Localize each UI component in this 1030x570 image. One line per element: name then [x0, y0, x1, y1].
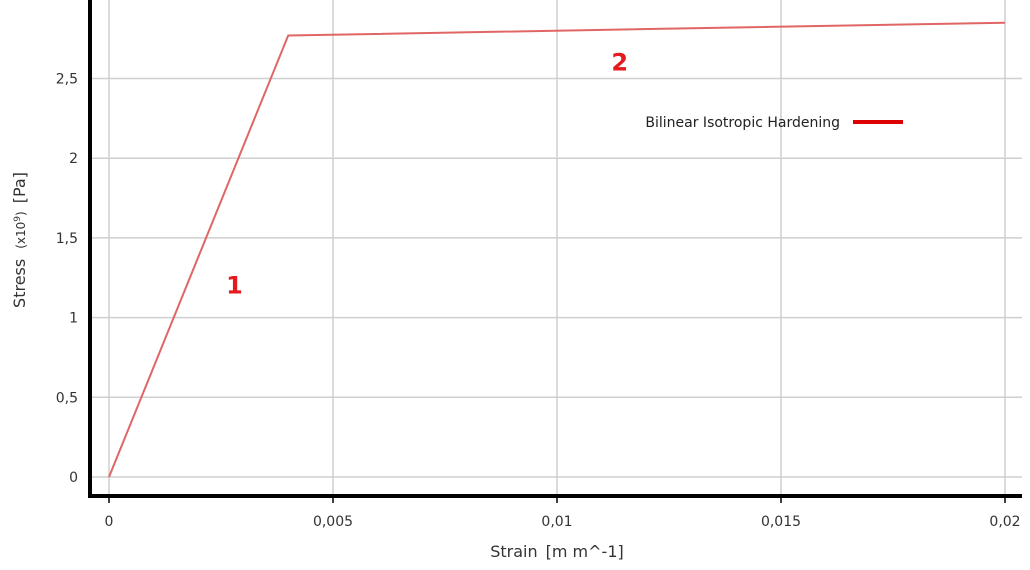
y-axis-multiplier-close: ): [14, 211, 28, 216]
y-axis-label: Stress: [10, 259, 29, 308]
y-tick-label: 1,5: [56, 231, 78, 247]
legend: Bilinear Isotropic Hardening: [645, 115, 903, 131]
axes: [88, 0, 1022, 498]
region-label: 2: [611, 49, 628, 77]
y-axis-title: Stress (x109) [Pa]: [10, 172, 29, 308]
annotations: 12: [226, 49, 628, 300]
y-tick-labels: 0 0,5 1 1,5 2 2,5: [56, 72, 78, 487]
y-axis-multiplier: (x10: [14, 222, 28, 249]
x-tick-label: 0,005: [313, 514, 353, 530]
grid: [92, 0, 1022, 503]
x-tick-labels: 0 0,005 0,01 0,015 0,02: [105, 514, 1021, 530]
y-tick-label: 0: [69, 470, 78, 486]
x-axis-title: Strain [m m^-1]: [490, 542, 624, 561]
x-axis-unit: [m m^-1]: [546, 542, 624, 561]
y-tick-label: 2,5: [56, 72, 78, 88]
legend-label: Bilinear Isotropic Hardening: [645, 115, 840, 131]
y-tick-label: 2: [69, 151, 78, 167]
x-tick-label: 0: [105, 514, 114, 530]
y-tick-label: 0,5: [56, 390, 78, 406]
region-label: 1: [226, 272, 243, 300]
x-tick-label: 0,01: [541, 514, 572, 530]
series-layer: [108, 21, 1006, 478]
y-tick-label: 1: [69, 311, 78, 327]
y-axis-unit: [Pa]: [10, 172, 29, 203]
x-axis-label: Strain: [490, 542, 537, 561]
y-axis-multiplier-exponent: 9: [13, 216, 23, 222]
x-tick-label: 0,02: [989, 514, 1020, 530]
svg-text:Stress(x109)[Pa]: Stress (x109) [Pa]: [10, 172, 29, 308]
x-tick-label: 0,015: [761, 514, 801, 530]
